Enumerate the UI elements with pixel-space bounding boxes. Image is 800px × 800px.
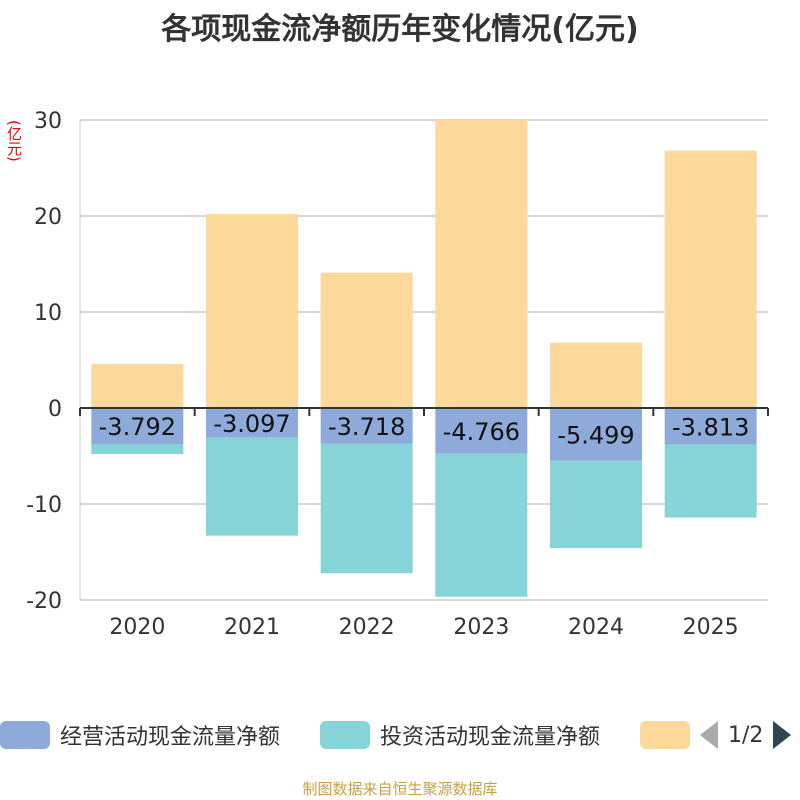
bar-investing-2025 (664, 444, 757, 518)
legend-prev-page-icon[interactable] (700, 721, 718, 749)
chart-title: 各项现金流净额历年变化情况(亿元) (161, 12, 639, 47)
legend-item-investing[interactable]: 投资活动现金流量净额 (320, 715, 600, 755)
data-label-operating-2022: -3.718 (328, 413, 405, 441)
legend-item-operating[interactable]: 经营活动现金流量净额 (0, 715, 280, 755)
y-tick-label: -10 (26, 493, 62, 518)
data-source-note: 制图数据来自恒生聚源数据库 (302, 780, 498, 798)
y-tick-label: 10 (34, 301, 62, 326)
y-tick-label: 20 (34, 205, 62, 230)
legend-next-page-icon[interactable] (773, 721, 792, 749)
data-label-operating-2024: -5.499 (557, 421, 634, 449)
bar-investing-2024 (550, 460, 642, 549)
bar-investing-2022 (320, 443, 413, 574)
x-tick-label: 2024 (568, 615, 624, 640)
bar-financing-2021 (206, 214, 298, 408)
bar-operating-2025 (664, 408, 757, 445)
bar-operating-2024 (550, 408, 642, 461)
data-label-operating-2021: -3.097 (213, 410, 290, 438)
bar-operating-2023 (435, 408, 528, 454)
bar-operating-2021 (206, 408, 298, 438)
data-label-operating-2020: -3.792 (99, 413, 176, 441)
bar-operating-2020 (91, 408, 184, 445)
bar-financing-2022 (320, 272, 413, 408)
x-tick-label: 2020 (109, 615, 165, 640)
legend-page-indicator: 1/2 (728, 722, 764, 748)
legend: 经营活动现金流量净额 投资活动现金流量净额 1/2 (0, 715, 800, 755)
bar-financing-2023 (435, 120, 528, 408)
y-tick-label: 0 (48, 397, 62, 422)
legend-swatch-operating (0, 721, 50, 749)
y-axis-unit-label: (亿元) (5, 120, 23, 162)
bar-financing-2024 (550, 342, 642, 408)
bar-investing-2021 (206, 437, 298, 536)
x-tick-label: 2021 (224, 615, 280, 640)
bar-financing-2025 (664, 150, 757, 408)
bar-operating-2022 (320, 408, 413, 444)
legend-swatch-investing (320, 721, 370, 749)
y-tick-label: -20 (26, 589, 62, 614)
legend-label-investing: 投资活动现金流量净额 (380, 725, 601, 750)
bar-investing-2020 (91, 444, 184, 455)
data-label-operating-2023: -4.766 (443, 418, 520, 446)
x-tick-label: 2025 (683, 615, 739, 640)
legend-pager: 1/2 (700, 715, 792, 755)
legend-swatch-financing (640, 721, 690, 749)
bar-chart: 30 20 10 0 -10 -20 -3.792 -3.097 -3.718 -4.766 -5.… (26, 109, 769, 640)
x-tick-label: 2022 (339, 615, 395, 640)
x-tick-label: 2023 (453, 615, 509, 640)
legend-label-operating: 经营活动现金流量净额 (60, 725, 281, 750)
bar-financing-2020 (91, 363, 184, 408)
data-label-operating-2025: -3.813 (672, 413, 749, 441)
legend-item-financing[interactable] (640, 715, 700, 755)
y-tick-label: 30 (34, 109, 62, 134)
bar-investing-2023 (435, 453, 528, 597)
